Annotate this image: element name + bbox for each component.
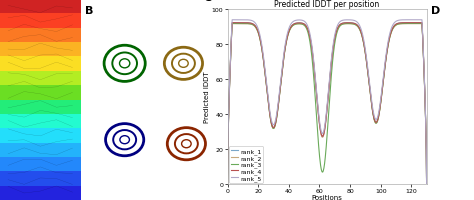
Line: rank_1: rank_1 — [228, 24, 427, 184]
rank_3 — [276, 101, 282, 104]
rank_1 — [276, 101, 282, 103]
rank_5 — [276, 98, 282, 100]
Text: D: D — [431, 6, 440, 16]
Bar — [0, 14, 81, 29]
rank_5 — [315, 102, 320, 104]
rank_1 — [419, 22, 425, 25]
Bar — [0, 143, 81, 157]
Bar — [0, 100, 81, 114]
rank_3 — [357, 31, 363, 33]
rank_3 — [374, 120, 380, 123]
Title: Predicted IDDT per position: Predicted IDDT per position — [274, 0, 380, 9]
rank_5 — [374, 117, 380, 119]
rank_1 — [260, 54, 265, 56]
rank_4 — [342, 23, 348, 25]
rank_1 — [374, 120, 380, 122]
rank_5 — [357, 27, 363, 30]
rank_1 — [357, 30, 363, 32]
rank_2 — [357, 31, 363, 33]
rank_3 — [424, 183, 429, 185]
rank_2 — [260, 54, 265, 57]
Bar — [0, 129, 81, 143]
X-axis label: Positions: Positions — [311, 195, 343, 200]
rank_5 — [225, 183, 230, 185]
rank_1 — [424, 183, 429, 185]
Line: rank_4: rank_4 — [228, 24, 427, 184]
rank_1 — [342, 23, 348, 25]
rank_2 — [276, 101, 282, 104]
rank_2 — [419, 23, 425, 26]
rank_3 — [315, 131, 320, 133]
rank_2 — [225, 183, 230, 185]
Bar — [0, 29, 81, 43]
Bar — [0, 43, 81, 57]
rank_3 — [342, 23, 348, 26]
Y-axis label: Predicted IDDT: Predicted IDDT — [204, 71, 210, 123]
Bar — [0, 114, 81, 129]
rank_2 — [424, 183, 429, 185]
rank_1 — [225, 183, 230, 185]
rank_4 — [357, 30, 363, 32]
Bar — [0, 71, 81, 86]
Bar — [0, 86, 81, 100]
rank_4 — [225, 183, 230, 185]
rank_5 — [260, 51, 265, 53]
rank_3 — [225, 183, 230, 185]
rank_4 — [374, 120, 380, 122]
rank_2 — [342, 23, 348, 26]
Bar — [0, 171, 81, 186]
rank_1 — [315, 105, 320, 107]
Text: B: B — [85, 6, 93, 16]
rank_5 — [342, 20, 348, 22]
Legend: rank_1, rank_2, rank_3, rank_4, rank_5: rank_1, rank_2, rank_3, rank_4, rank_5 — [229, 146, 263, 183]
Bar — [0, 157, 81, 171]
Line: rank_3: rank_3 — [228, 24, 427, 184]
rank_3 — [419, 23, 425, 26]
Bar — [0, 186, 81, 200]
rank_4 — [276, 101, 282, 103]
rank_2 — [374, 121, 380, 123]
Text: C: C — [204, 0, 212, 3]
rank_4 — [260, 54, 265, 56]
rank_4 — [419, 22, 425, 25]
rank_5 — [419, 19, 425, 22]
rank_5 — [424, 183, 429, 185]
Bar — [0, 57, 81, 71]
Line: rank_2: rank_2 — [228, 24, 427, 184]
rank_4 — [315, 105, 320, 107]
rank_4 — [424, 183, 429, 185]
rank_3 — [260, 54, 265, 57]
Bar — [0, 0, 81, 14]
Line: rank_5: rank_5 — [228, 21, 427, 184]
rank_2 — [315, 106, 320, 108]
